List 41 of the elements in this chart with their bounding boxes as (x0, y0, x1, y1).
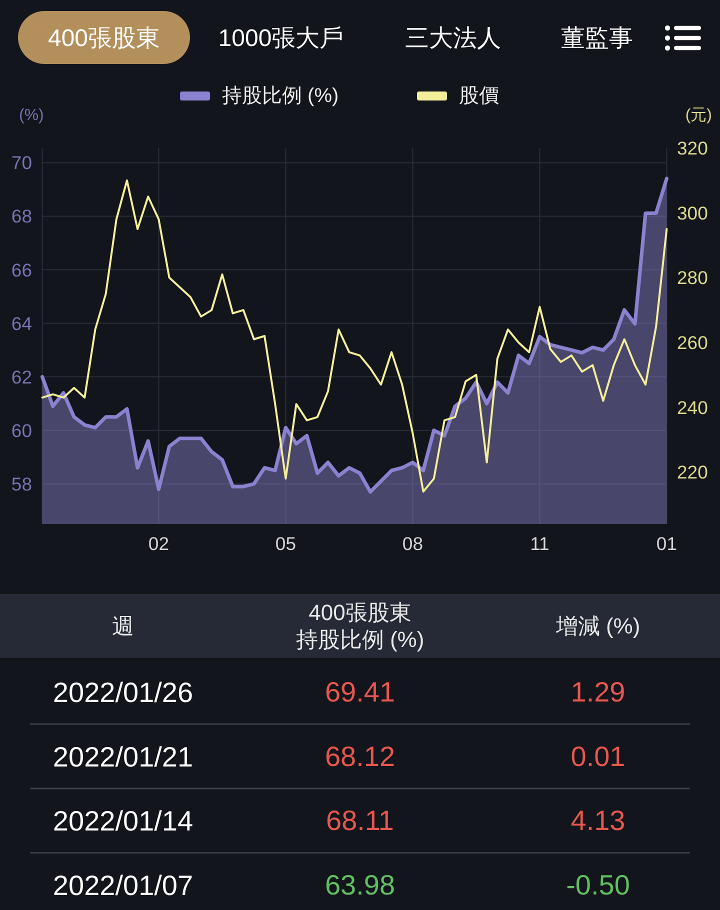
text: 400張股東持股比例 (%) (296, 600, 424, 652)
text: 董監事 (561, 24, 633, 52)
y-tick-label: 68 (11, 206, 32, 227)
x-tick-label: 05 (275, 532, 296, 554)
y2-axis-title: (元) (685, 106, 712, 124)
y-tick-label: 62 (11, 366, 32, 388)
legend-label: 股價 (459, 85, 499, 107)
text: 週 (112, 614, 134, 638)
x-tick-label: 01 (656, 532, 677, 554)
y2-tick-label: 300 (677, 202, 708, 224)
text: 1000張大戶 (218, 24, 344, 52)
category-label: 2022/01/21 (52, 740, 194, 772)
text: 增減 (%) (554, 614, 640, 638)
y-tick-label: 66 (11, 259, 32, 280)
category-label: 2022/01/14 (52, 805, 194, 836)
data-label: 1.29 (570, 676, 626, 708)
data-label: 69.41 (324, 676, 396, 708)
legend-label: 持股比例 (%) (222, 85, 339, 107)
data-label: 68.12 (324, 740, 396, 772)
category-label: 2022/01/26 (52, 676, 194, 708)
y2-tick-label: 320 (677, 138, 708, 158)
y2-tick-label: 240 (677, 396, 708, 418)
text: 三大法人 (405, 24, 501, 52)
y-tick-label: 70 (11, 152, 32, 174)
data-label: -0.50 (566, 869, 630, 900)
category-label: 2022/01/07 (52, 869, 194, 900)
y-axis-title: (%) (19, 106, 44, 124)
y-tick-label: 58 (11, 473, 32, 494)
chart-title: 400張股東 (48, 24, 160, 52)
y-tick-label: 64 (11, 312, 32, 334)
data-label: 0.01 (570, 740, 626, 772)
y-tick-label: 60 (11, 420, 32, 441)
y2-tick-label: 260 (677, 332, 708, 353)
y2-tick-label: 280 (677, 267, 708, 288)
data-label: 4.13 (570, 805, 626, 836)
x-tick-label: 11 (530, 532, 550, 554)
y2-tick-label: 220 (677, 462, 708, 483)
x-tick-label: 08 (402, 532, 423, 554)
data-label: 68.11 (326, 805, 394, 836)
data-label: 63.98 (324, 869, 396, 900)
x-tick-label: 02 (148, 532, 170, 554)
